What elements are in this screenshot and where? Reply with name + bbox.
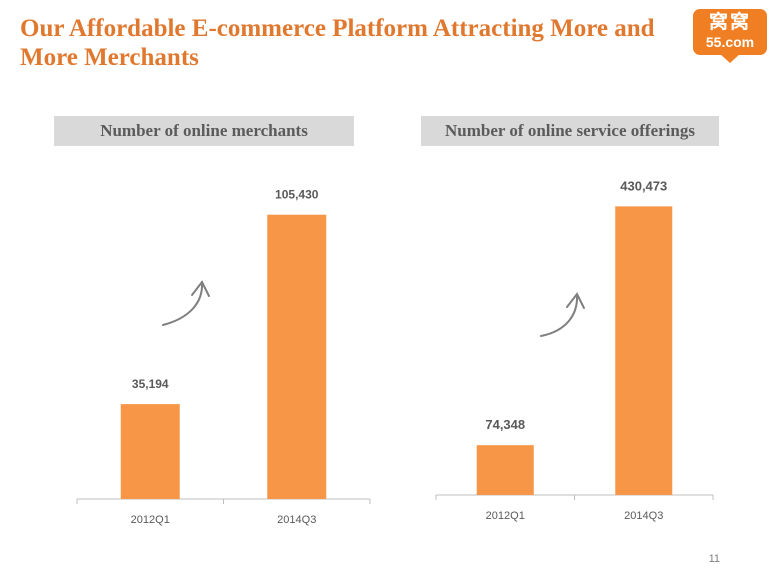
category-label: 2012Q1 <box>486 510 525 522</box>
category-label: 2014Q3 <box>277 514 316 526</box>
logo-badge <box>693 9 767 55</box>
bar <box>267 214 327 500</box>
logo-chinese-text: 窝窝 <box>708 12 751 33</box>
bar-value-label: 105,430 <box>275 188 319 202</box>
merchants-chart-header: Number of online merchants <box>54 116 354 146</box>
slide-title: Our Affordable E-commerce Platform Attra… <box>20 15 655 71</box>
offerings-chart-header: Number of online service offerings <box>421 116 719 146</box>
chart-2: 74,348 2012Q1 430,473 2014Q3 <box>435 178 714 522</box>
category-label: 2014Q3 <box>624 510 663 522</box>
logo-notch <box>719 53 741 63</box>
bar-value-label: 430,473 <box>620 178 667 193</box>
category-label: 2012Q1 <box>131 514 170 526</box>
logo-text: 55.com <box>705 34 755 50</box>
growth-arrow-left-icon <box>162 280 210 326</box>
growth-arrow-right-icon <box>540 292 585 337</box>
bar <box>476 445 534 495</box>
bar <box>120 404 180 499</box>
bar-value-label: 35,194 <box>132 377 169 391</box>
bar <box>615 206 673 495</box>
chart-1: 35,194 2012Q1 105,430 2014Q3 <box>76 188 371 526</box>
company-logo: 窝窝 55.com <box>693 9 767 63</box>
page-number: 11 <box>708 553 720 565</box>
bar-value-label: 74,348 <box>485 417 525 432</box>
